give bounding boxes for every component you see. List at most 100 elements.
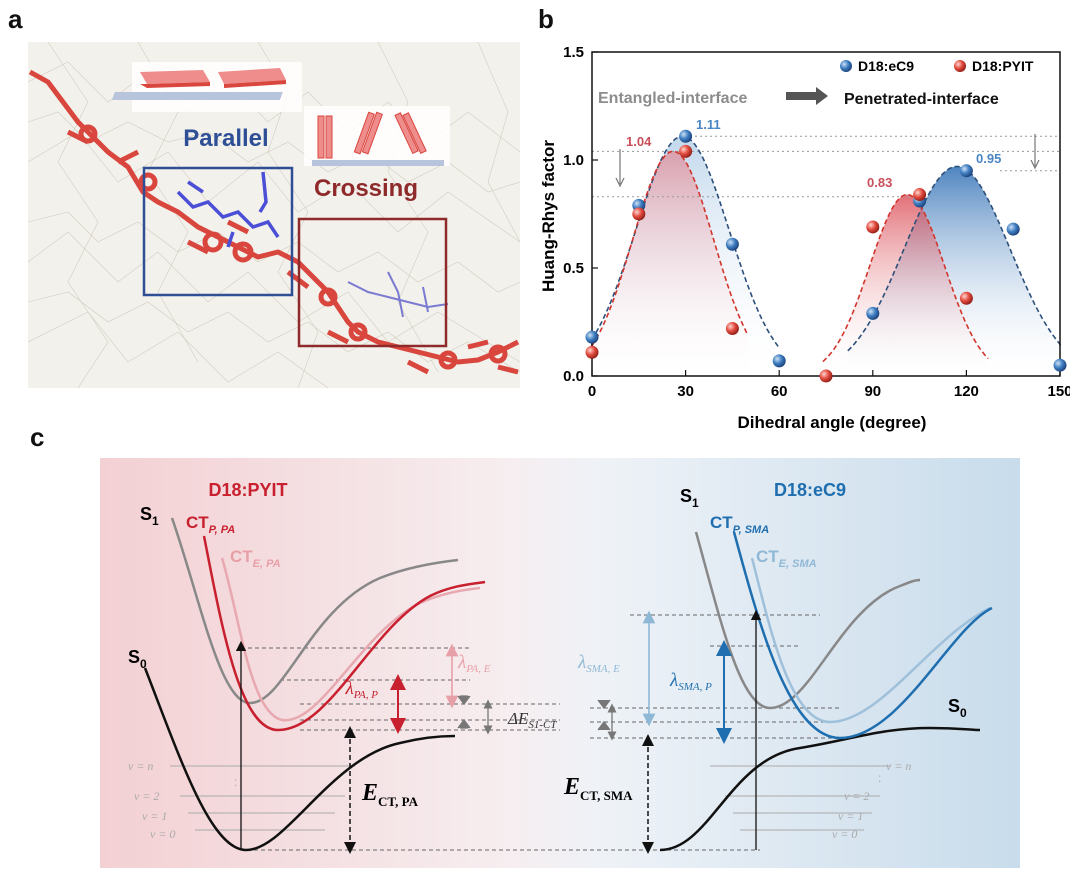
panel-a-image: Parallel Crossing bbox=[28, 42, 520, 388]
ct-p-pa-label: CTP, PA bbox=[186, 513, 235, 536]
point-ec9-60 bbox=[772, 354, 786, 368]
parallel-label: Parallel bbox=[183, 125, 268, 152]
vib-left-dots: : bbox=[234, 775, 237, 789]
x-axis-label: Dihedral angle (degree) bbox=[738, 413, 927, 432]
panel-a-molecular-snapshot: Parallel Crossing bbox=[28, 42, 520, 388]
point-ec9-45 bbox=[725, 237, 739, 251]
ct-e-pa-label: CTE, PA bbox=[230, 547, 281, 570]
vib-left-n: v = n bbox=[128, 759, 153, 773]
x-tick-label: 120 bbox=[954, 383, 979, 400]
s1-curve-left bbox=[170, 517, 459, 705]
lambda-sma-p-label: λSMA, P bbox=[669, 670, 712, 693]
panel-b-chart: 0 30 60 90 120 150 0.0 0.5 1.0 1.5 Dihedral angle… bbox=[530, 30, 1073, 440]
panel-letter-b: b bbox=[538, 4, 554, 34]
fit-ec9-right bbox=[847, 165, 1061, 352]
x-tick-label: 60 bbox=[771, 383, 788, 400]
entangled-interface-label: Entangled-interface bbox=[598, 90, 747, 107]
crossing-schematic bbox=[304, 106, 450, 166]
ct-p-sma-label: CTP, SMA bbox=[710, 513, 769, 536]
lambda-sma-e-label: λSMA, E bbox=[577, 652, 620, 675]
point-pyit-75 bbox=[819, 369, 833, 383]
legend-marker-pyit bbox=[954, 60, 966, 72]
value-label-0-95: 0.95 bbox=[976, 151, 1001, 166]
vib-right-n: v = n bbox=[886, 759, 911, 773]
crossing-box bbox=[297, 217, 448, 348]
legend-label-ec9: D18:eC9 bbox=[858, 58, 914, 74]
left-title: D18:PYIT bbox=[208, 480, 287, 500]
left-down-arrow bbox=[615, 149, 625, 188]
energy-diagram: D18:PYIT D18:eC9 v = n : v = 2 v = 1 v =… bbox=[100, 458, 1020, 868]
legend-label-pyit: D18:PYIT bbox=[972, 58, 1034, 74]
x-tick-label: 0 bbox=[588, 383, 596, 400]
s0-label-left: S0 bbox=[128, 647, 147, 671]
x-tick-label: 150 bbox=[1047, 383, 1070, 400]
x-tick-label: 30 bbox=[677, 383, 694, 400]
s0-label-right: S0 bbox=[948, 696, 967, 720]
vib-right-1: v = 1 bbox=[838, 809, 863, 823]
value-label-0-83: 0.83 bbox=[867, 175, 892, 190]
crossing-label: Crossing bbox=[314, 175, 418, 202]
reference-lines bbox=[592, 135, 1060, 198]
s0-curve-left bbox=[143, 667, 456, 852]
point-pyit-0 bbox=[585, 345, 599, 359]
value-label-1-04: 1.04 bbox=[626, 134, 652, 149]
e-ct-pa-label: ECT, PA bbox=[361, 780, 419, 809]
legend: D18:eC9 D18:PYIT bbox=[840, 58, 1034, 74]
vib-left-2: v = 2 bbox=[134, 789, 159, 803]
delta-e-label: ΔES1-CT bbox=[507, 709, 557, 731]
delta-e-arrows bbox=[457, 695, 617, 741]
panel-c-energy-diagram: D18:PYIT D18:eC9 v = n : v = 2 v = 1 v =… bbox=[100, 458, 1020, 868]
s1-label-left: S1 bbox=[140, 504, 159, 528]
point-pyit-120 bbox=[959, 291, 973, 305]
point-ec9-150 bbox=[1053, 358, 1067, 372]
point-ec9-120 bbox=[959, 164, 973, 178]
vib-left-1: v = 1 bbox=[142, 809, 167, 823]
energy-level-lines bbox=[240, 614, 840, 851]
point-pyit-105 bbox=[913, 188, 927, 202]
vib-right-0: v = 0 bbox=[832, 827, 857, 841]
s1-label-right: S1 bbox=[680, 486, 699, 510]
fit-pyit-left bbox=[591, 150, 749, 354]
panel-letter-c: c bbox=[30, 422, 45, 452]
point-pyit-90 bbox=[866, 220, 880, 234]
y-tick-label: 1.5 bbox=[563, 44, 584, 61]
mesh-texture bbox=[28, 42, 520, 388]
diagram-background bbox=[100, 458, 1020, 868]
point-pyit-30 bbox=[679, 144, 693, 158]
interface-arrow bbox=[786, 87, 828, 105]
blue-molecule-fragment bbox=[176, 171, 280, 248]
point-ec9-90 bbox=[866, 306, 880, 320]
parallel-box bbox=[142, 166, 294, 297]
ct-e-sma-label: CTE, SMA bbox=[756, 547, 817, 570]
y-tick-label: 1.0 bbox=[563, 152, 584, 169]
s1-curve-right bbox=[694, 531, 921, 710]
legend-marker-ec9 bbox=[840, 60, 852, 72]
vib-left-0: v = 0 bbox=[150, 827, 175, 841]
y-axis-label: Huang-Rhys factor bbox=[539, 140, 558, 292]
point-pyit-45 bbox=[725, 321, 739, 335]
point-ec9-135 bbox=[1006, 222, 1020, 236]
right-down-arrow bbox=[1030, 134, 1040, 170]
point-ec9-0 bbox=[585, 330, 599, 344]
y-tick-label: 0.0 bbox=[563, 368, 584, 385]
lambda-pa-p-label: λPA, P bbox=[345, 678, 379, 701]
ct-e-sma-curve bbox=[750, 557, 991, 724]
right-title: D18:eC9 bbox=[774, 480, 846, 500]
point-pyit-15 bbox=[632, 207, 646, 221]
value-label-1-11: 1.11 bbox=[696, 117, 721, 132]
penetrated-interface-label: Penetrated-interface bbox=[844, 91, 999, 108]
ct-p-pa-curve bbox=[202, 535, 486, 732]
curve-fills bbox=[592, 136, 1060, 376]
vib-right-dots: : bbox=[878, 771, 881, 785]
parallel-schematic bbox=[111, 62, 302, 112]
e-ct-sma-label: ECT, SMA bbox=[563, 774, 633, 803]
point-ec9-30 bbox=[679, 129, 693, 143]
lambda-pa-e-label: λPA, E bbox=[457, 652, 491, 675]
fit-pyit-right bbox=[822, 193, 989, 363]
s0-curve-right-part bbox=[659, 726, 981, 852]
x-tick-label: 90 bbox=[864, 383, 881, 400]
panel-letter-a: a bbox=[8, 4, 23, 34]
fit-pyit-left-fill bbox=[592, 151, 748, 376]
y-tick-label: 0.5 bbox=[563, 260, 584, 277]
blue-molecule-crossing bbox=[347, 271, 449, 318]
